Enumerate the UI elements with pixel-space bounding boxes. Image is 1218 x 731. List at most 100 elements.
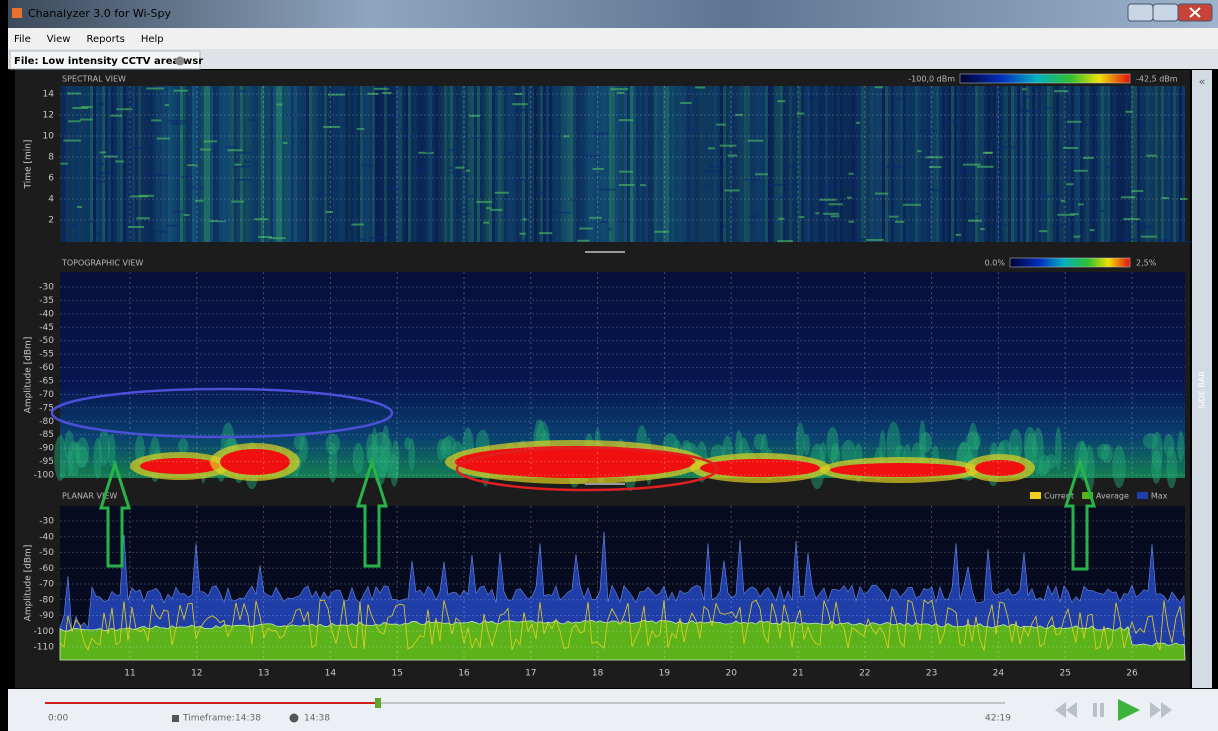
heatmap-cell (721, 225, 727, 227)
side-bar-toggle[interactable]: « (1199, 75, 1206, 88)
y-tick-label: -55 (39, 350, 54, 360)
heatmap-column (903, 86, 906, 242)
heatmap-column (339, 86, 342, 242)
heatmap-cell (237, 179, 250, 181)
heatmap-column (441, 86, 444, 242)
heatmap-column (555, 86, 558, 242)
heatmap-column (453, 86, 456, 242)
heatmap-column (1017, 86, 1020, 242)
heatmap-column (669, 86, 672, 242)
heatmap-column (570, 86, 573, 242)
heatmap-column (372, 86, 375, 242)
heatmap-column (201, 86, 204, 242)
heatmap-column (1011, 86, 1014, 242)
heatmap-cell (68, 120, 81, 122)
heatmap-column (507, 86, 510, 242)
heatmap-cell (799, 162, 806, 164)
heatmap-column (327, 86, 330, 242)
heatmap-cell (703, 170, 717, 172)
heatmap-column (357, 86, 360, 242)
legend-label: Average (1096, 492, 1129, 501)
heatmap-cell (683, 183, 688, 185)
density-blob (442, 436, 456, 455)
y-tick-label: -50 (39, 336, 54, 346)
heatmap-column (852, 86, 855, 242)
heatmap-cell (968, 220, 981, 222)
heatmap-column (1047, 86, 1050, 242)
heatmap-column (1035, 86, 1038, 242)
splitter-grip (585, 251, 625, 253)
heatmap-column (1140, 86, 1143, 242)
heatmap-column (78, 86, 81, 242)
heatmap-column (624, 86, 627, 242)
heatmap-cell (777, 240, 793, 242)
heatmap-column (198, 86, 201, 242)
y-tick-label: 4 (48, 195, 54, 205)
heatmap-column (663, 86, 666, 242)
heatmap-column (714, 86, 717, 242)
heatmap-cell (486, 207, 491, 209)
heatmap-column (636, 86, 639, 242)
heatmap-column (633, 86, 636, 242)
heatmap-column (315, 86, 318, 242)
heatmap-column (435, 86, 438, 242)
heatmap-column (228, 86, 231, 242)
heatmap-cell (980, 228, 984, 230)
y-tick-label: 14 (43, 90, 55, 100)
heatmap-column (216, 86, 219, 242)
heatmap-column (873, 86, 876, 242)
heatmap-column (1020, 86, 1023, 242)
heatmap-column (993, 86, 996, 242)
heatmap-cell (790, 127, 795, 129)
heatmap-column (1077, 86, 1080, 242)
y-tick-label: 2 (48, 216, 54, 226)
heatmap-column (900, 86, 903, 242)
timeline-handle[interactable] (375, 698, 381, 708)
heatmap-cell (483, 222, 489, 224)
heatmap-column (1038, 86, 1041, 242)
menu-item[interactable]: View (47, 34, 71, 45)
heatmap-column (510, 86, 513, 242)
heatmap-column (231, 86, 234, 242)
y-tick-label: -60 (39, 363, 54, 373)
heatmap-column (726, 86, 729, 242)
heatmap-column (981, 86, 984, 242)
heatmap-column (153, 86, 156, 242)
heatmap-cell (534, 192, 545, 194)
heatmap-cell (1074, 236, 1081, 238)
menu-item[interactable]: Reports (86, 34, 124, 45)
menu-item[interactable]: Help (141, 34, 164, 45)
tab-close[interactable] (176, 57, 185, 66)
heatmap-column (786, 86, 789, 242)
heatmap-column (162, 86, 165, 242)
heatmap-column (648, 86, 651, 242)
menu-item[interactable]: File (14, 34, 31, 45)
legend-swatch (1030, 492, 1041, 499)
heatmap-column (543, 86, 546, 242)
heatmap-cell (749, 215, 758, 217)
heatmap-cell (522, 240, 530, 242)
heatmap-cell (131, 147, 145, 149)
minimize-button[interactable] (1128, 4, 1153, 21)
heatmap-column (840, 86, 843, 242)
heatmap-column (393, 86, 396, 242)
heatmap-cell (96, 181, 106, 183)
density-blob (408, 438, 415, 471)
heatmap-column (774, 86, 777, 242)
heatmap-column (666, 86, 669, 242)
heatmap-cell (1135, 226, 1153, 228)
heatmap-cell (654, 231, 668, 233)
heatmap-cell (579, 228, 593, 230)
heatmap-column (897, 86, 900, 242)
heatmap-cell (77, 206, 82, 208)
heatmap-cell (146, 87, 164, 89)
heatmap-cell (188, 187, 204, 189)
heatmap-column (282, 86, 285, 242)
screen: Chanalyzer 3.0 for Wi-Spy FileViewReport… (0, 0, 1218, 731)
heatmap-column (864, 86, 867, 242)
heatmap-column (990, 86, 993, 242)
heatmap-cell (849, 173, 854, 175)
heatmap-cell (589, 217, 602, 219)
heatmap-column (1152, 86, 1155, 242)
maximize-button[interactable] (1153, 4, 1178, 21)
